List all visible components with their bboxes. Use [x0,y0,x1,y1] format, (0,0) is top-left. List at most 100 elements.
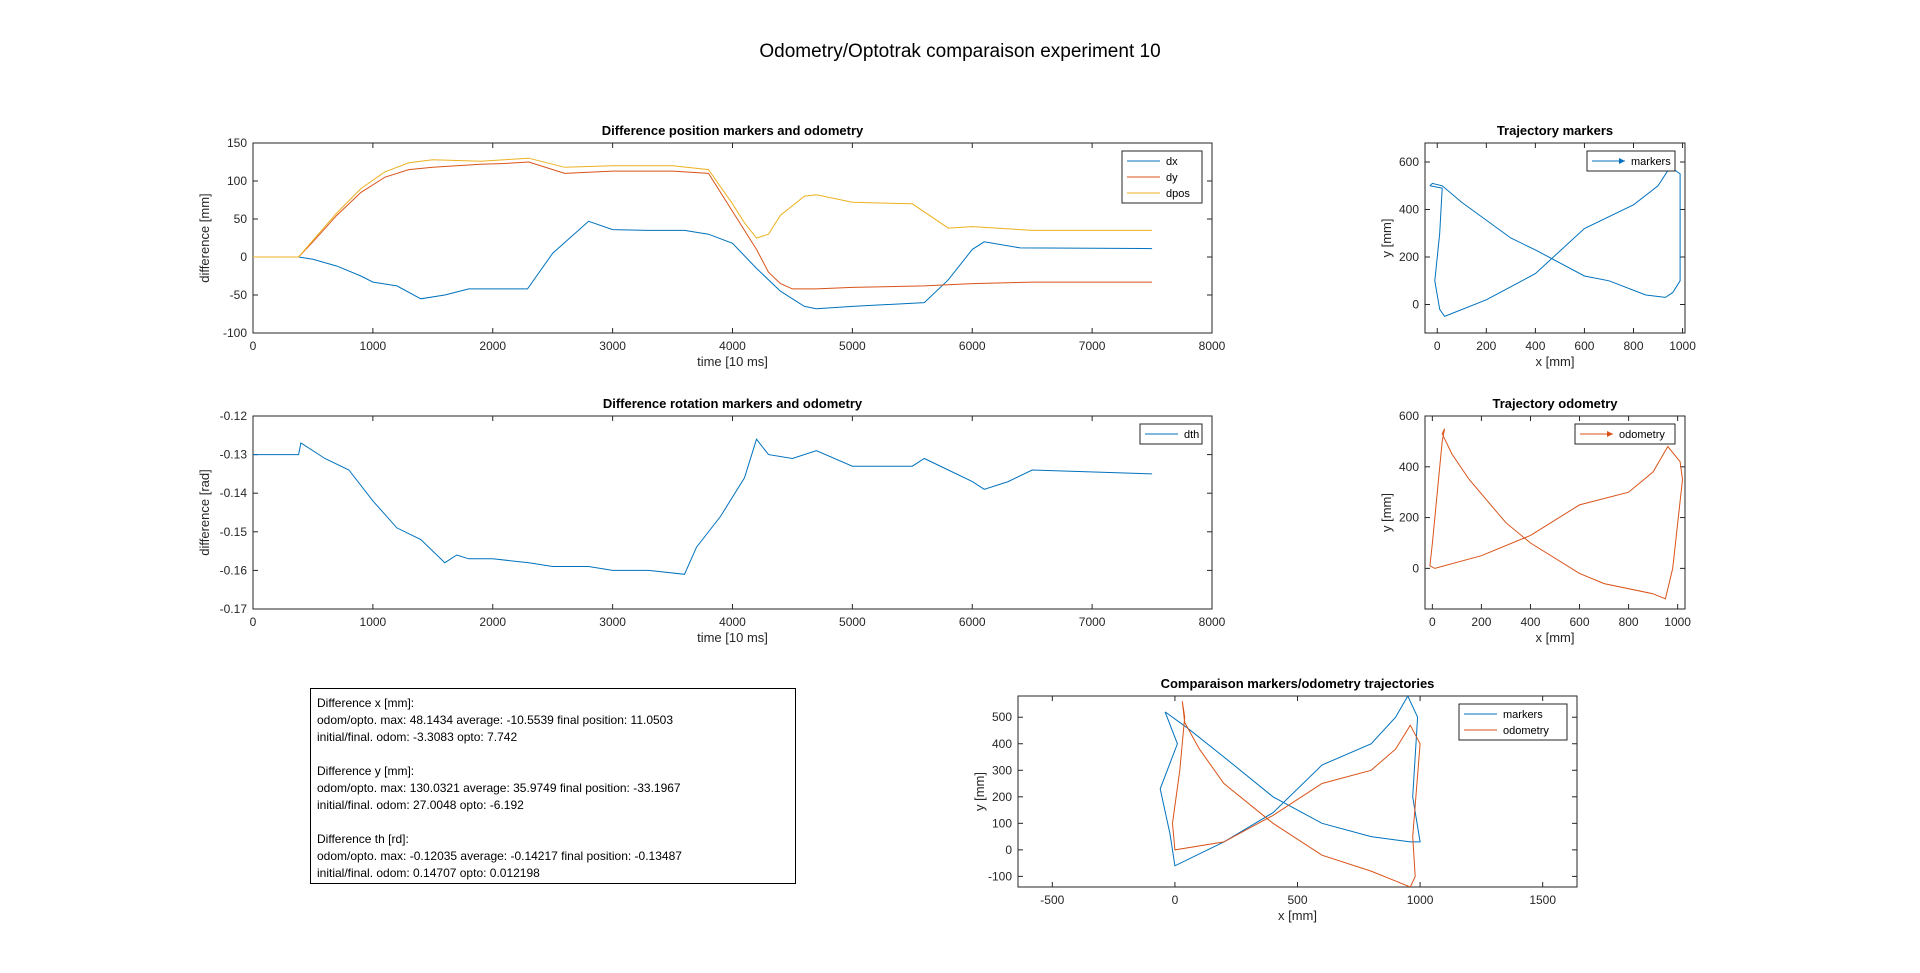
y-tick-label: 200 [1399,511,1419,525]
x-tick-label: 800 [1623,339,1643,353]
y-tick-label: -0.15 [220,525,248,539]
y-tick-label: -0.14 [220,486,248,500]
x-tick-label: 200 [1476,339,1496,353]
y-tick-label: 0 [1005,843,1012,857]
x-tick-label: 400 [1525,339,1545,353]
series-line-markers [1429,166,1681,318]
y-tick-label: 300 [992,763,1012,777]
x-tick-label: 4000 [719,339,746,353]
legend-entry-dth: dth [1184,429,1199,441]
legend-arrow [1619,158,1625,164]
stats-line: initial/final. odom: 0.14707 opto: 0.012… [317,866,540,880]
y-tick-label: 600 [1399,409,1419,423]
y-axis-label: y [mm] [1379,219,1394,258]
series-line-dx [253,220,1153,310]
y-tick-label: -0.17 [220,602,248,616]
x-axis-label: time [10 ms] [697,630,768,645]
y-tick-label: -50 [230,288,248,302]
y-tick-label: 400 [992,737,1012,751]
x-tick-label: 8000 [1199,615,1226,629]
axes-title: Trajectory odometry [1493,396,1619,411]
axes-title: Comparaison markers/odometry trajectorie… [1161,676,1435,691]
legend-entry-markers: markers [1503,709,1543,721]
y-axis-label: y [mm] [1379,493,1394,532]
stats-spacer [317,746,789,763]
stats-line: initial/final. odom: -3.3083 opto: 7.742 [317,730,518,744]
x-tick-label: 0 [1434,339,1441,353]
axes-trajm: 0 200 400 600 800 1000 0 200 400 600 Trajectory ma… [1379,123,1696,369]
x-tick-label: 600 [1570,615,1590,629]
x-tick-label: 3000 [599,615,626,629]
plot-area [1424,415,1686,610]
x-tick-label: 0 [1429,615,1436,629]
y-tick-label: 0 [1412,298,1419,312]
y-axis-label: difference [rad] [197,469,212,555]
x-tick-label: 500 [1287,893,1307,907]
stats-line: initial/final. odom: 27.0048 opto: -6.19… [317,798,524,812]
x-tick-label: 200 [1471,615,1491,629]
legend-entry-markers: markers [1631,156,1671,168]
series-line-dth [253,438,1153,575]
x-tick-label: 400 [1520,615,1540,629]
y-tick-label: 200 [992,790,1012,804]
y-tick-label: 0 [1412,561,1419,575]
stats-spacer [317,814,789,831]
legend-entry-dy: dy [1166,172,1178,184]
y-tick-label: -0.13 [220,448,248,462]
legend-arrow [1607,431,1613,437]
series-line-odometry [1171,701,1421,887]
axes-cmp: -500 0 500 1000 1500 -100 0 100 200 300 400 500 Comp… [972,676,1578,923]
stats-line: Difference y [mm]: [317,764,415,778]
series-line-dpos [253,157,1153,258]
axes-title: Difference position markers and odometry [602,123,864,138]
y-tick-label: 400 [1399,460,1419,474]
x-tick-label: 4000 [719,615,746,629]
y-tick-label: -0.16 [220,563,248,577]
legend-entry-dx: dx [1166,156,1178,168]
x-tick-label: 5000 [839,615,866,629]
plot-area [1424,142,1686,334]
x-axis-label: x [mm] [1278,908,1317,923]
x-tick-label: 5000 [839,339,866,353]
y-tick-label: 100 [227,174,247,188]
x-tick-label: 1000 [1669,339,1696,353]
y-tick-label: 150 [227,136,247,150]
y-tick-label: -0.12 [220,409,248,423]
stats-line: odom/opto. max: 130.0321 average: 35.974… [317,781,681,795]
axes-layer: 0 1000 2000 3000 4000 5000 6000 7000 8000-100-50… [197,123,1696,923]
y-tick-label: 400 [1399,203,1419,217]
x-tick-label: 6000 [959,339,986,353]
x-tick-label: 1000 [360,615,387,629]
series-line-dy [253,161,1153,290]
x-tick-label: 2000 [479,339,506,353]
plot-area [252,142,1213,334]
x-tick-label: 2000 [479,615,506,629]
x-tick-label: 7000 [1079,615,1106,629]
stats-line: odom/opto. max: 48.1434 average: -10.553… [317,713,674,727]
stats-line: Difference x [mm]: [317,696,415,710]
legend: dx dy dpos [1121,150,1203,204]
legend-entry-odometry: odometry [1503,725,1549,737]
figure-title: Odometry/Optotrak comparaison experiment… [759,41,1160,62]
x-tick-label: 8000 [1199,339,1226,353]
y-tick-label: 100 [992,816,1012,830]
x-tick-label: 0 [250,339,257,353]
y-tick-label: 200 [1399,250,1419,264]
x-axis-label: time [10 ms] [697,354,768,369]
x-tick-label: 1000 [1664,615,1691,629]
x-tick-label: 800 [1619,615,1639,629]
x-axis-label: x [mm] [1536,354,1575,369]
legend: odometry [1574,423,1676,445]
stats-line: odom/opto. max: -0.12035 average: -0.142… [317,849,682,863]
plot-area [252,415,1213,610]
stats-annotation-box: Difference x [mm]: odom/opto. max: 48.143… [310,688,796,884]
x-tick-label: 0 [250,615,257,629]
legend: dth [1139,423,1203,445]
x-tick-label: 0 [1172,893,1179,907]
axes-title: Difference rotation markers and odometry [603,396,863,411]
legend: markers odometry [1458,703,1568,741]
legend: markers [1586,150,1676,172]
series-line-markers [1159,696,1421,867]
x-tick-label: 1500 [1529,893,1556,907]
